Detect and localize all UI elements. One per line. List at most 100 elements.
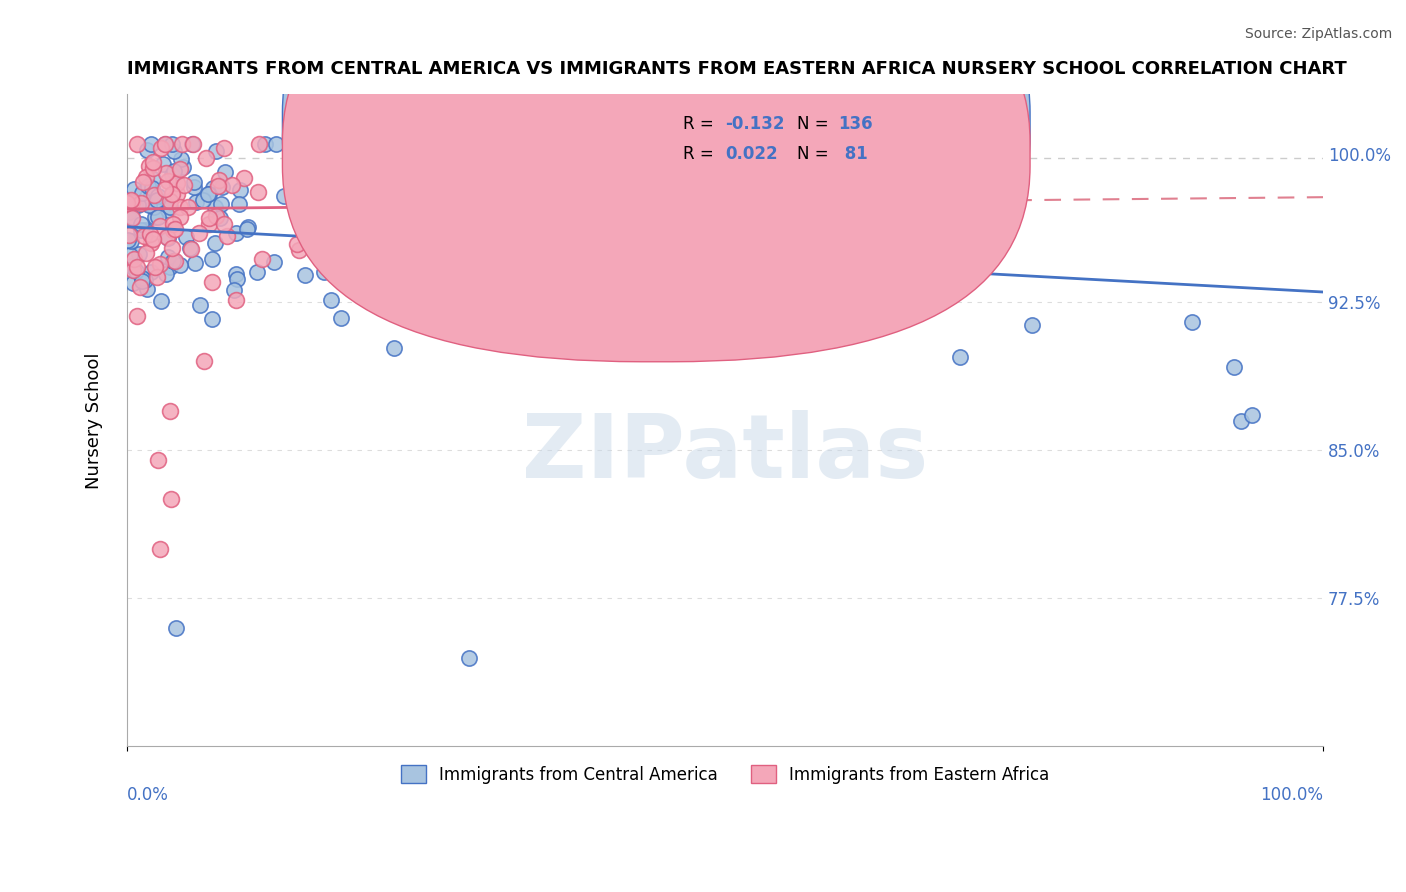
Point <box>118 227 141 242</box>
Point <box>153 182 176 196</box>
Point <box>356 136 378 151</box>
Point <box>146 188 169 202</box>
Point <box>758 326 780 340</box>
Point <box>165 621 187 635</box>
Point <box>696 268 718 283</box>
Point <box>1241 408 1264 422</box>
Point <box>356 199 378 213</box>
Point <box>377 215 399 229</box>
Point <box>129 223 152 237</box>
Point <box>273 189 295 203</box>
Point <box>692 333 714 347</box>
Point <box>153 136 176 151</box>
Point <box>1021 318 1043 333</box>
Point <box>232 170 254 185</box>
Point <box>229 183 252 197</box>
Point <box>458 650 481 665</box>
Point <box>155 268 177 282</box>
Point <box>329 311 352 326</box>
Point <box>183 256 205 270</box>
Point <box>127 197 149 211</box>
Point <box>204 235 226 250</box>
Point <box>134 228 156 243</box>
Point <box>389 305 412 319</box>
Point <box>160 136 183 151</box>
Point <box>877 275 900 289</box>
Point <box>121 276 143 290</box>
Point <box>204 210 226 224</box>
Point <box>252 252 274 266</box>
Point <box>197 186 219 201</box>
Point <box>121 263 143 277</box>
Point <box>183 180 205 194</box>
Point <box>181 136 204 151</box>
Point <box>193 194 215 208</box>
Point <box>195 151 218 165</box>
Point <box>142 155 165 169</box>
Point <box>515 253 537 268</box>
Point <box>120 259 142 273</box>
Point <box>128 246 150 260</box>
Point <box>177 200 200 214</box>
Point <box>156 230 179 244</box>
Point <box>299 222 322 236</box>
Point <box>225 227 247 241</box>
Text: N =: N = <box>797 145 834 162</box>
Point <box>212 140 235 154</box>
Point <box>125 136 148 151</box>
Point <box>143 187 166 202</box>
Point <box>671 232 693 246</box>
Point <box>201 276 224 290</box>
Point <box>253 136 276 151</box>
Point <box>162 254 184 268</box>
Point <box>146 269 169 284</box>
Point <box>236 221 259 235</box>
Point <box>160 241 183 255</box>
Point <box>471 234 494 248</box>
Point <box>402 204 425 219</box>
Point <box>420 228 443 243</box>
Point <box>228 197 250 211</box>
Point <box>330 252 353 266</box>
Text: 100.0%: 100.0% <box>1260 786 1323 804</box>
FancyBboxPatch shape <box>617 101 917 179</box>
Point <box>209 197 232 211</box>
Point <box>141 189 163 203</box>
Point <box>159 260 181 275</box>
Point <box>207 179 229 194</box>
Point <box>451 293 474 307</box>
Point <box>127 260 149 275</box>
FancyBboxPatch shape <box>283 0 1031 362</box>
Point <box>186 194 208 209</box>
Point <box>201 252 224 266</box>
Point <box>179 241 201 255</box>
Point <box>134 223 156 237</box>
Point <box>225 293 247 307</box>
Point <box>146 194 169 208</box>
Point <box>166 177 188 191</box>
Text: ZIPatlas: ZIPatlas <box>522 409 928 497</box>
Y-axis label: Nursery School: Nursery School <box>86 352 103 489</box>
Point <box>149 219 172 233</box>
Point <box>361 270 384 285</box>
Point <box>284 176 307 190</box>
Point <box>311 136 333 151</box>
Point <box>401 209 423 223</box>
Point <box>1223 359 1246 374</box>
Point <box>188 298 211 312</box>
Point <box>146 453 169 467</box>
Point <box>212 217 235 231</box>
Point <box>202 181 225 195</box>
Point <box>588 211 610 225</box>
Point <box>246 186 269 200</box>
Point <box>155 166 177 180</box>
Point <box>865 289 887 303</box>
Point <box>180 136 202 151</box>
Point <box>1230 414 1253 428</box>
Point <box>294 268 316 282</box>
Point <box>208 211 231 226</box>
Point <box>285 237 308 252</box>
Point <box>124 198 146 212</box>
Point <box>662 319 685 334</box>
Point <box>142 232 165 246</box>
